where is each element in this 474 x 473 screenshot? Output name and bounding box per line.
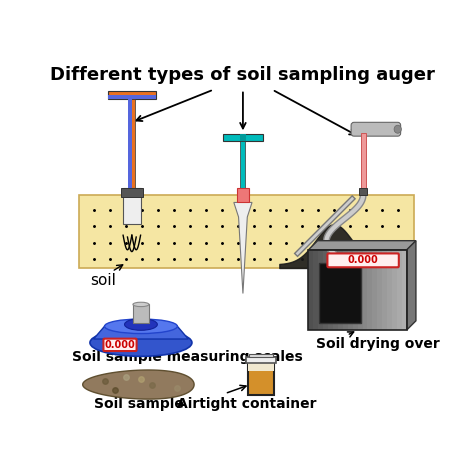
Polygon shape [82,370,194,399]
Text: 0.000: 0.000 [348,255,379,265]
Polygon shape [234,202,252,293]
Text: soil: soil [90,273,116,289]
Bar [313,250,319,330]
Text: 0.000: 0.000 [104,340,135,350]
Bar [343,250,348,330]
Bar [367,250,373,330]
Bar [323,250,329,330]
Bar [309,250,314,330]
Bar [328,250,334,330]
Bar [387,250,393,330]
FancyBboxPatch shape [351,123,401,136]
Bar [392,250,398,330]
Ellipse shape [90,329,192,356]
Bar [79,195,414,268]
Bar [123,188,141,224]
Ellipse shape [394,125,401,133]
Bar [402,250,408,330]
Bar [108,91,155,99]
Ellipse shape [125,319,157,330]
Text: Airtight container: Airtight container [177,397,317,412]
Bar [377,250,383,330]
Bar [246,357,276,363]
Bar [133,305,149,323]
Bar [309,250,407,330]
Polygon shape [309,241,416,250]
Polygon shape [407,241,416,330]
Text: Soil drying over: Soil drying over [316,337,439,351]
Bar [363,250,368,330]
Bar [353,250,358,330]
FancyBboxPatch shape [103,339,137,351]
Bar [128,99,136,193]
Bar [248,363,274,371]
Ellipse shape [133,302,149,307]
Text: Different types of soil sampling auger: Different types of soil sampling auger [51,66,435,84]
Bar [249,354,273,357]
Bar [319,263,361,323]
Bar [237,188,249,202]
Bar [121,188,143,197]
Bar [319,250,324,330]
Bar [108,95,155,99]
Bar [128,99,132,193]
Bar [358,250,363,330]
Text: Soil sample measuring scales: Soil sample measuring scales [72,350,302,364]
Ellipse shape [105,319,177,333]
Bar [240,134,246,140]
Bar [397,250,402,330]
Bar [359,188,367,195]
Bar [248,363,274,395]
Bar [223,134,263,140]
Bar [240,140,246,192]
Bar [348,250,354,330]
Polygon shape [93,326,188,339]
Bar [361,133,365,192]
FancyBboxPatch shape [328,254,399,267]
Bar [373,250,378,330]
Text: Soil sample: Soil sample [93,397,183,412]
Bar [382,250,388,330]
Bar [338,250,344,330]
Bar [333,250,339,330]
